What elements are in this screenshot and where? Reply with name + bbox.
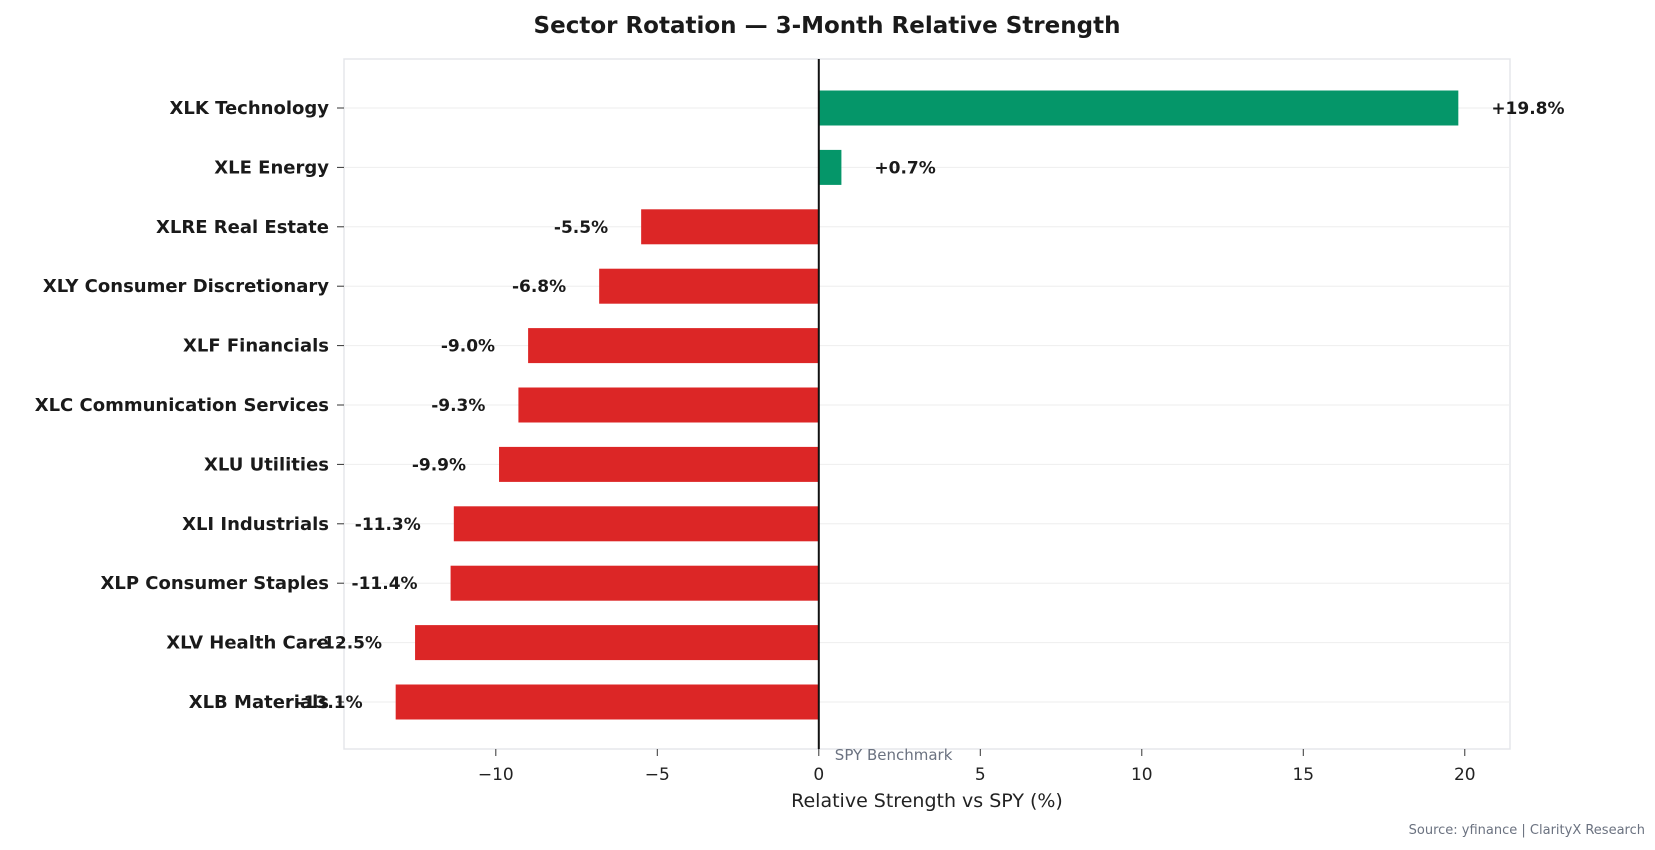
category-label: XLRE Real Estate — [156, 217, 329, 238]
category-label: XLI Industrials — [182, 514, 329, 535]
category-labels: XLK Technology XLE Energy XLRE Real Estate… — [35, 98, 344, 713]
category-label: XLE Energy — [214, 157, 329, 178]
x-tick-label: −10 — [478, 765, 514, 785]
x-tick-label: 5 — [975, 765, 986, 785]
chart-title: Sector Rotation — 3-Month Relative Stren… — [534, 13, 1121, 39]
category-label: XLC Communication Services — [35, 395, 329, 416]
bar — [518, 387, 819, 423]
bar — [599, 268, 819, 304]
x-axis-ticks: −10 −5 0 5 10 15 20 — [478, 749, 1476, 785]
value-label: +19.8% — [1491, 99, 1564, 119]
value-labels: +19.8% +0.7% -5.5% -6.8% -9.0% -9.3% -9.9% -11.… — [297, 99, 1565, 713]
category-label: XLY Consumer Discretionary — [43, 276, 329, 297]
bar — [453, 506, 819, 542]
value-label: -9.3% — [431, 396, 485, 416]
category-label: XLB Materials — [189, 692, 329, 713]
bars — [395, 90, 1459, 720]
category-label: XLF Financials — [183, 336, 329, 357]
bar — [528, 328, 819, 364]
category-label: XLP Consumer Staples — [100, 573, 329, 594]
category-label: XLV Health Care — [166, 633, 329, 654]
x-tick-label: 15 — [1292, 765, 1314, 785]
value-label: -6.8% — [512, 277, 566, 297]
value-label: -11.4% — [352, 574, 418, 594]
benchmark-label: SPY Benchmark — [835, 746, 953, 764]
bar — [499, 446, 819, 482]
bar — [818, 149, 842, 185]
bar — [395, 684, 819, 720]
value-label: -13.1% — [297, 693, 363, 713]
bar — [641, 209, 819, 245]
x-tick-label: −5 — [645, 765, 670, 785]
category-label: XLK Technology — [170, 98, 330, 119]
x-tick-label: 0 — [813, 765, 824, 785]
bar — [450, 565, 819, 601]
value-label: +0.7% — [874, 158, 935, 178]
value-label: -9.9% — [412, 455, 466, 475]
value-label: -9.0% — [441, 337, 495, 357]
source-note: Source: yfinance | ClarityX Research — [1409, 823, 1645, 838]
x-tick-label: 10 — [1131, 765, 1153, 785]
plot-frame — [343, 58, 1511, 750]
bar — [818, 90, 1459, 126]
value-label: -12.5% — [316, 634, 382, 654]
bar — [415, 625, 819, 661]
x-tick-label: 20 — [1454, 765, 1476, 785]
value-label: -5.5% — [554, 218, 608, 238]
category-label: XLU Utilities — [204, 454, 329, 475]
x-axis-label: Relative Strength vs SPY (%) — [791, 790, 1063, 812]
value-label: -11.3% — [355, 515, 421, 535]
